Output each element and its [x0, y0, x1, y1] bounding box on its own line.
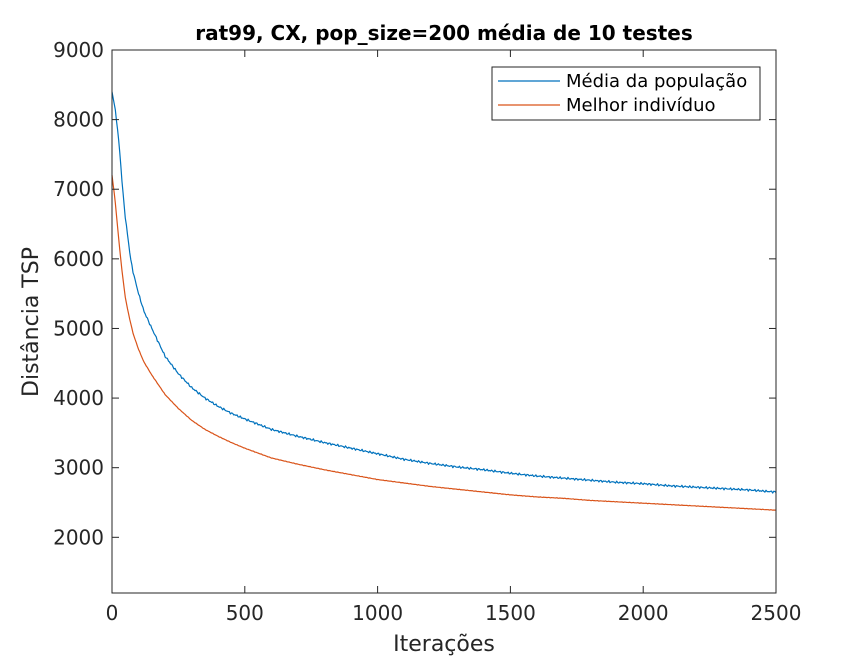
x-tick-label: 1000	[352, 601, 403, 625]
ticks-group: 0 500 1000 1500 2000 2500 2000 3000 4000 5000 6000…	[53, 38, 801, 625]
chart-title: rat99, CX, pop_size=200 média de 10 test…	[195, 21, 693, 45]
x-axis-title: Iterações	[393, 632, 495, 657]
series-group	[111, 91, 777, 511]
axes-group	[111, 49, 777, 594]
legend-label-melhor-individuo: Melhor indivíduo	[566, 95, 715, 116]
axes-box	[111, 49, 777, 594]
x-tick-label: 500	[226, 601, 264, 625]
legend-box	[491, 66, 761, 121]
legend: Média da população Melhor indivíduo	[491, 66, 761, 121]
y-tick-label: 8000	[53, 108, 104, 132]
y-tick-label: 3000	[53, 456, 104, 480]
y-tick-label: 7000	[53, 177, 104, 201]
x-tick-label: 2000	[618, 601, 669, 625]
y-tick-label: 6000	[53, 247, 104, 271]
x-tick-label: 0	[106, 601, 119, 625]
series-line-0	[111, 91, 777, 494]
x-tick-label: 2500	[751, 601, 802, 625]
x-tick-label: 1500	[485, 601, 536, 625]
legend-label-media-da-populacao: Média da população	[566, 71, 747, 92]
plot-area	[112, 50, 776, 593]
series-line-1	[111, 175, 777, 511]
y-tick-label: 4000	[53, 386, 104, 410]
y-tick-label: 5000	[53, 316, 104, 340]
y-tick-label: 2000	[53, 525, 104, 549]
y-tick-label: 9000	[53, 38, 104, 62]
y-axis-title: Distância TSP	[19, 247, 44, 397]
